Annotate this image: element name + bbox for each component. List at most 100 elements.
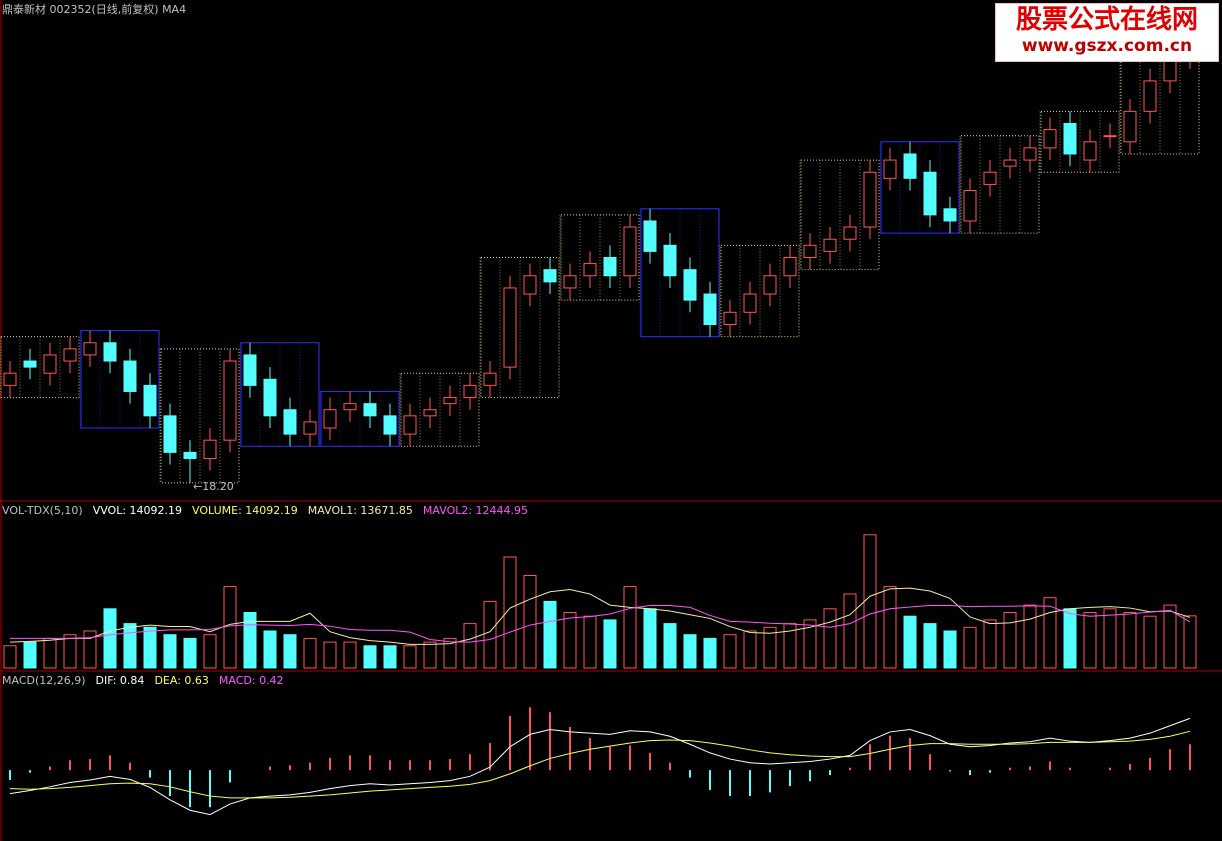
legend-entry: MAVOL1: 13671.85 (307, 504, 413, 517)
legend-entry: MAVOL2: 12444.95 (422, 504, 529, 517)
volume-average-line (10, 604, 1191, 643)
volume-bar (703, 637, 717, 669)
candle-body (583, 263, 597, 277)
volume-bar (1183, 615, 1197, 669)
candle-body (1103, 135, 1117, 138)
candle-body (683, 269, 697, 301)
macd-line (9, 730, 1191, 799)
candle-body (1043, 129, 1057, 149)
volume-bar (543, 600, 557, 669)
candle-body (403, 415, 417, 435)
macd-line (9, 717, 1191, 816)
volume-bar (383, 645, 397, 669)
candle-body (863, 171, 877, 228)
legend-entry: VVOL: 14092.19 (92, 504, 183, 517)
candle-body (703, 293, 717, 325)
volume-bar (503, 556, 517, 669)
volume-bar (1063, 608, 1077, 669)
candle-body (363, 403, 377, 417)
candle-body (1063, 123, 1077, 155)
candle-body (503, 287, 517, 368)
volume-bar (343, 641, 357, 669)
volume-bar (803, 619, 817, 669)
volume-bar (63, 634, 77, 669)
volume-bar (843, 593, 857, 669)
volume-bar (1043, 597, 1057, 669)
volume-bar (763, 626, 777, 669)
candle-body (243, 354, 257, 386)
candle-body (423, 409, 437, 417)
candle-body (483, 372, 497, 386)
watermark-name: 股票公式在线网 (1015, 5, 1198, 35)
volume-bar (323, 641, 337, 669)
volume-bar (423, 641, 437, 669)
candle-body (1143, 80, 1157, 112)
candle-body (1023, 147, 1037, 161)
volume-bar (963, 626, 977, 669)
volume-bar (883, 586, 897, 669)
volume-bar (483, 600, 497, 669)
volume-bar (163, 634, 177, 669)
candle-body (283, 409, 297, 435)
volume-bar (923, 623, 937, 669)
volume-bar (443, 637, 457, 669)
candle-body (603, 257, 617, 277)
volume-bar (903, 615, 917, 669)
panel-header: MACD(12,26,9) DIF: 0.84 DEA: 0.63 MACD: 0.4… (2, 674, 284, 687)
volume-bar (863, 534, 877, 669)
volume-bar (143, 626, 157, 669)
candle-body (303, 421, 317, 435)
volume-bar (603, 619, 617, 669)
volume-bar (403, 645, 417, 669)
volume-bar (363, 645, 377, 669)
candle-body (1083, 141, 1097, 161)
volume-bar (1003, 612, 1017, 669)
candle-body (783, 257, 797, 277)
volume-average-line (9, 587, 1191, 645)
volume-bar (1163, 604, 1177, 669)
volume-bar (1123, 612, 1137, 669)
candle-body (523, 275, 537, 295)
candle-body (263, 378, 277, 417)
candle-body (723, 311, 737, 325)
candle-body (903, 153, 917, 179)
candle-body (763, 275, 777, 295)
legend-entry: 鼎泰新材 002352(日线,前复权) MA4 (2, 3, 187, 16)
candle-body (663, 244, 677, 277)
candle-body (383, 415, 397, 435)
volume-bar (663, 623, 677, 669)
volume-bar (223, 586, 237, 669)
volume-bar (43, 637, 57, 669)
watermark-url: www.gszx.com.cn (1021, 36, 1193, 56)
volume-bar (103, 608, 117, 669)
volume-bar (623, 586, 637, 669)
candle-body (843, 226, 857, 240)
volume-bar (523, 575, 537, 669)
volume-bar (643, 608, 657, 669)
candle-body (823, 238, 837, 252)
volume-bar (3, 645, 17, 669)
volume-bar (1103, 608, 1117, 669)
candle-body (983, 171, 997, 185)
candle-body (1003, 159, 1017, 167)
candle-body (63, 348, 77, 362)
candle-body (3, 372, 17, 386)
candle-body (203, 439, 217, 459)
legend-entry: DIF: 0.84 (95, 674, 145, 687)
candle-body (83, 342, 97, 356)
candle-body (43, 354, 57, 374)
legend-entry: VOLUME: 14092.19 (192, 504, 298, 517)
volume-bar (683, 634, 697, 669)
panel-header: 鼎泰新材 002352(日线,前复权) MA4 (2, 1, 186, 17)
volume-bar (463, 623, 477, 669)
volume-bar (83, 630, 97, 669)
volume-bar (1083, 612, 1097, 669)
candle-body (183, 451, 197, 459)
candle-body (23, 360, 37, 368)
volume-bar (303, 637, 317, 669)
volume-bar (243, 612, 257, 669)
volume-bar (1143, 615, 1157, 669)
volume-bar (283, 634, 297, 669)
volume-bar (23, 641, 37, 669)
